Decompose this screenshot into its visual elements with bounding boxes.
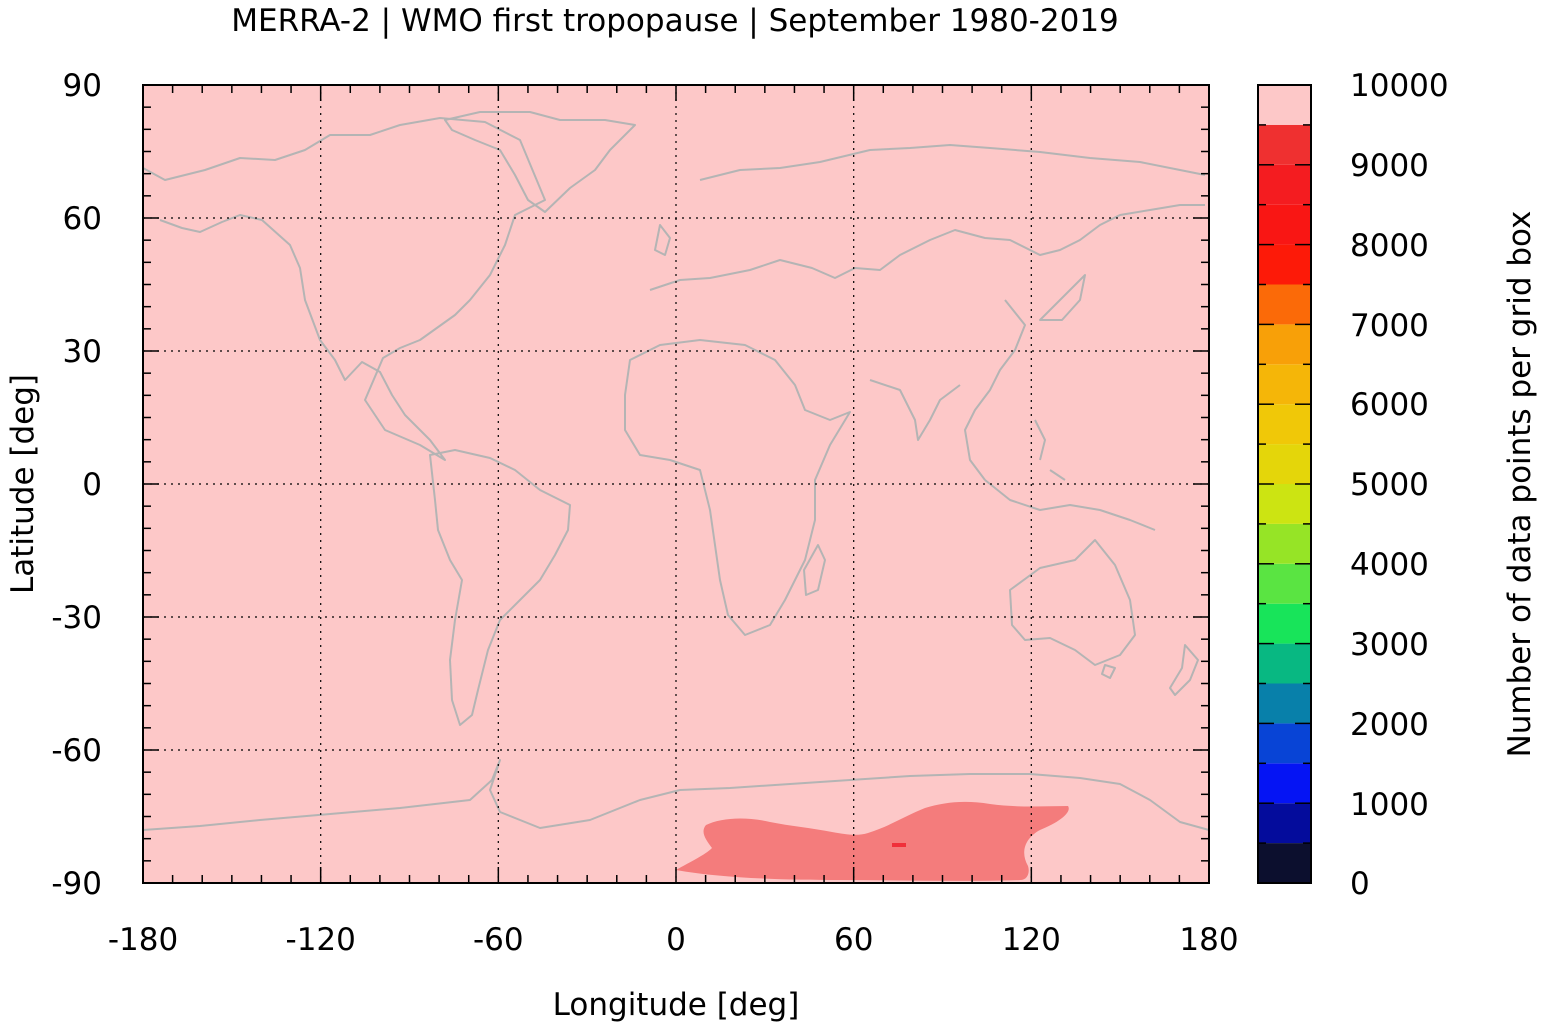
x-tick-label: -180 [108,922,178,958]
y-tick-label: 30 [63,334,102,370]
colorbar-tick-label: 7000 [1350,308,1429,344]
greenland-coastline [444,111,636,213]
colorbar-frame [1257,84,1312,884]
coastlines [142,111,1210,831]
colorbar-tick-label: 2000 [1350,707,1429,743]
colorbar-tick-label: 0 [1350,866,1370,902]
colorbar-band [1258,404,1311,445]
colorbar-band [1258,563,1311,604]
colorbar-tick-label: 9000 [1350,148,1429,184]
antarctic-lower-count-region [676,801,1069,881]
colorbar-tick-label: 6000 [1350,387,1429,423]
colorbar-band [1258,364,1311,405]
antarctica-coastline [142,759,1210,831]
colorbar-band [1258,244,1311,285]
australia-coastline [1009,539,1136,666]
x-tick-label: -60 [473,922,524,958]
colorbar-tick-label: 5000 [1350,467,1429,503]
north-america-coastline [142,117,546,461]
colorbar-band [1258,723,1311,764]
x-tick-label: 120 [1002,922,1061,958]
chart-title: MERRA-2 | WMO first tropopause | Septemb… [231,3,1119,39]
colorbar-band [1258,284,1311,325]
x-axis-label: Longitude [deg] [553,987,800,1023]
colorbar-band [1258,643,1311,684]
maritime-continent-coastline [984,419,1156,531]
colorbar-label: Number of data points per grid box [1502,211,1538,758]
y-tick-label: -90 [51,866,102,902]
colorbar-tick-label: 1000 [1350,787,1429,823]
y-tick-label: -30 [51,600,102,636]
plot-frame [142,84,1210,884]
colorbar: 10000 9000 8000 7000 6000 5000 4000 3000… [1257,68,1538,902]
x-tick-label: 180 [1179,922,1238,958]
colorbar-band [1258,603,1311,644]
x-tick-label: -120 [286,922,356,958]
antarctic-inner-hole [847,836,936,859]
uk-japan-coastline [654,224,1086,321]
africa-coastline [624,339,851,636]
new-zealand-coastline [1169,644,1199,696]
europe-asia-coastline [649,144,1206,481]
colorbar-bands [1258,85,1311,883]
colorbar-band [1258,484,1311,524]
colorbar-tick-labels: 10000 9000 8000 7000 6000 5000 4000 3000… [1350,68,1449,902]
x-tick-labels: -180 -120 -60 0 60 120 180 [108,922,1239,958]
colorbar-band [1258,124,1311,165]
plot-area [142,84,1210,884]
colorbar-tick-label: 10000 [1350,68,1449,104]
colorbar-band [1258,523,1311,564]
colorbar-band [1258,843,1311,883]
colorbar-tick-label: 3000 [1350,627,1429,663]
colorbar-band [1258,85,1311,125]
antarctic-inner-ridge [752,812,855,832]
antarctic-max-point [892,843,906,847]
colorbar-band [1258,683,1311,724]
south-america-coastline [429,449,571,726]
y-tick-labels: 90 60 30 0 -30 -60 -90 [51,68,102,902]
colorbar-tick-label: 8000 [1350,228,1429,264]
y-axis-label: Latitude [deg] [5,374,41,594]
grid-lines [143,85,1209,883]
x-tick-label: 0 [666,922,686,958]
y-tick-label: -60 [51,733,102,769]
madagascar-coastline [803,544,826,596]
x-tick-label: 60 [834,922,873,958]
y-tick-label: 90 [63,68,102,104]
colorbar-band [1258,763,1311,804]
y-tick-label: 0 [82,467,102,503]
colorbar-band [1258,444,1311,484]
tasmania-coastline [1101,664,1116,679]
colorbar-tick-label: 4000 [1350,547,1429,583]
colorbar-band [1258,803,1311,844]
colorbar-band [1258,324,1311,365]
y-tick-label: 60 [63,201,102,237]
colorbar-band [1258,204,1311,245]
colorbar-band [1258,164,1311,205]
